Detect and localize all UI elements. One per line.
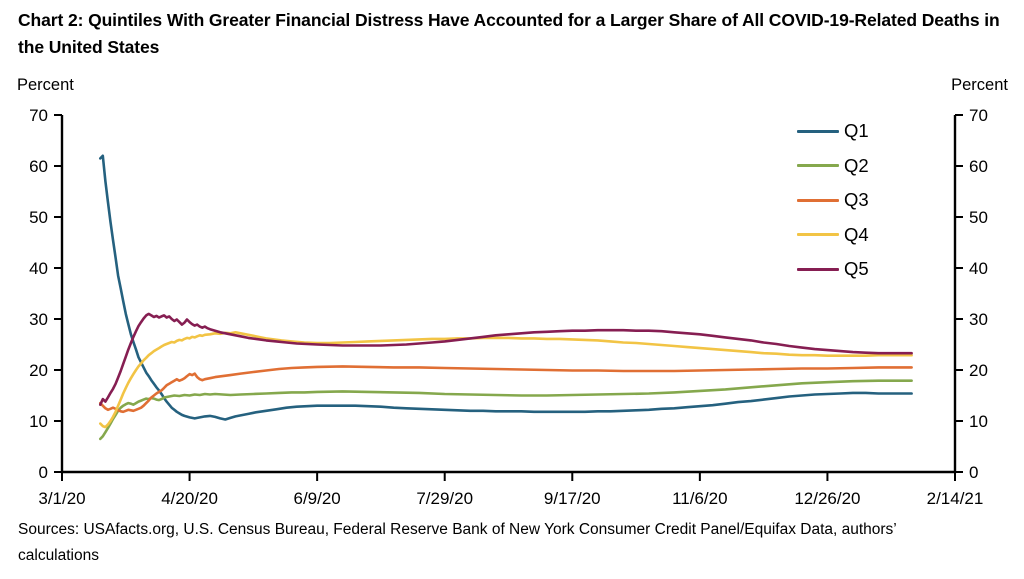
legend-label-q3: Q3 [844,189,869,210]
legend-label-q5: Q5 [844,258,869,279]
axes-frame [60,115,957,474]
y-tick-label-left: 20 [29,361,48,380]
series-line-q4 [99,330,913,429]
y-tick-label-left: 70 [29,106,48,125]
series-line-q3 [99,365,913,414]
x-tick-label: 4/20/20 [161,489,218,508]
legend-swatch-q3 [797,198,839,202]
legend-item-q3: Q3 [797,183,869,218]
y-tick-label-left: 10 [29,412,48,431]
series-line-q2 [99,379,913,441]
legend-item-q5: Q5 [797,252,869,287]
y-tick-label-left: 50 [29,208,48,227]
x-tick-label: 11/6/20 [672,489,727,508]
legend-swatch-q2 [797,164,839,168]
y-axis-label-right: Percent [951,76,1008,94]
y-tick-label-left: 30 [29,310,48,329]
series-line-q5 [99,312,913,407]
legend-swatch-q4 [797,233,839,237]
legend-item-q2: Q2 [797,149,869,184]
y-tick-label-right: 40 [969,259,988,278]
x-tick-label: 6/9/20 [294,489,341,508]
y-tick-label-left: 60 [29,157,48,176]
y-tick-label-right: 70 [969,106,988,125]
series-line-q1 [99,154,913,421]
x-tick-label: 9/17/20 [544,489,601,508]
chart-title: Chart 2: Quintiles With Greater Financia… [18,10,1000,57]
legend-label-q1: Q1 [844,120,869,141]
legend-item-q1: Q1 [797,114,869,149]
x-tick-label: 3/1/20 [38,489,85,508]
y-tick-label-right: 30 [969,310,988,329]
y-tick-label-right: 10 [969,412,988,431]
y-tick-label-left: 0 [39,463,48,482]
legend-label-q2: Q2 [844,154,869,176]
legend-swatch-q5 [797,267,839,271]
legend-swatch-q1 [797,129,839,133]
y-tick-label-left: 40 [29,259,48,278]
y-axis-label-left: Percent [17,76,74,94]
y-tick-label-right: 0 [969,463,978,482]
x-tick-label: 2/14/21 [927,489,984,508]
y-axis-ticks: 0 0 10 10 20 20 30 30 40 40 50 50 60 60 70 70 [29,106,988,482]
source-note: Sources: USAfacts.org, U.S. Census Burea… [18,521,897,564]
legend-item-q4: Q4 [797,218,869,253]
legend-label-q4: Q4 [844,223,869,245]
y-tick-label-right: 50 [969,208,988,227]
y-tick-label-right: 60 [969,157,988,176]
x-tick-label: 7/29/20 [416,489,473,508]
chart-legend: Q1 Q2 Q3 Q4 Q5 [797,114,869,287]
x-axis-ticks: 3/1/20 4/20/20 6/9/20 7/29/20 9/17/20 11/6/20… [38,472,983,508]
x-tick-label: 12/26/20 [794,489,860,508]
y-tick-label-right: 20 [969,361,988,380]
